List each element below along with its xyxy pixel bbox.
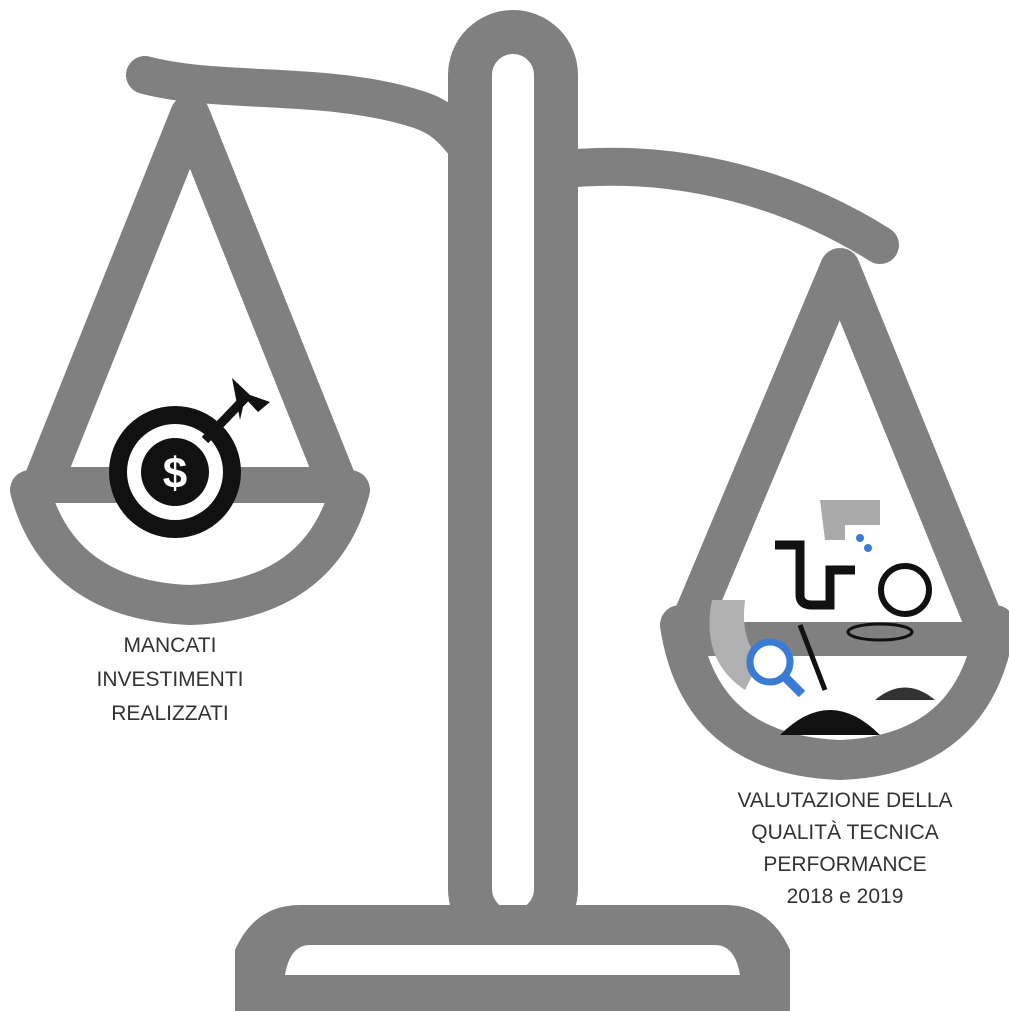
scale-illustration: $ MANCATI INVESTIMENTI REALIZZATI VALUTA… [0, 0, 1009, 1011]
right-label-line: PERFORMANCE [763, 853, 926, 876]
left-label-line: INVESTIMENTI [96, 668, 243, 691]
left-label-line: MANCATI [124, 634, 217, 657]
right-label-line: VALUTAZIONE DELLA [737, 789, 952, 812]
right-label-line: 2018 e 2019 [787, 885, 904, 908]
right-label-line: QUALITÀ TECNICA [751, 821, 938, 844]
base-slot [285, 945, 740, 975]
svg-text:$: $ [163, 449, 187, 498]
target-icon: $ [109, 378, 270, 538]
left-label-line: REALIZZATI [111, 702, 228, 725]
beam [145, 75, 880, 245]
pillar [470, 32, 556, 932]
